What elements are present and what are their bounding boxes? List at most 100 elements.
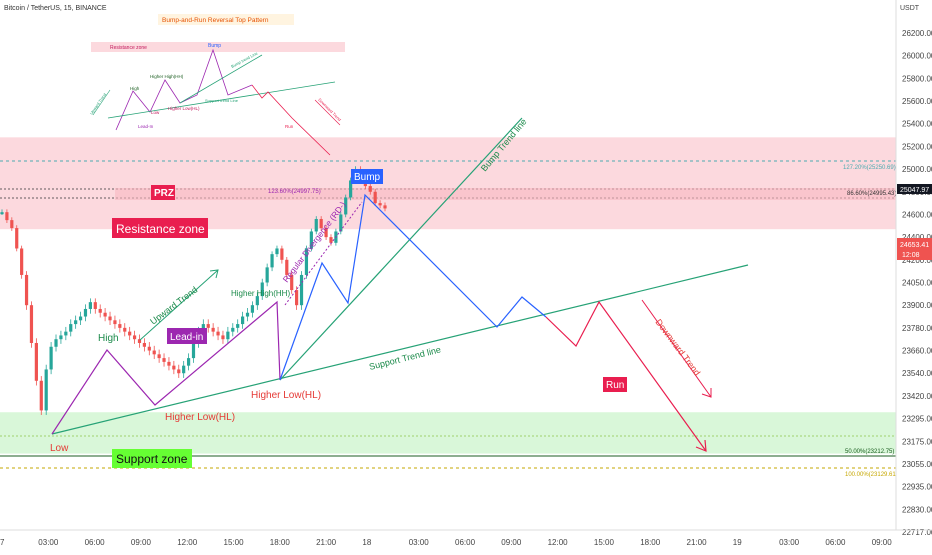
x-tick-label: 06:00 [85,538,106,547]
upward-trend-arrow [139,269,219,341]
x-tick-label: 03:00 [409,538,430,547]
y-tick-label: 25600.00 [902,97,932,106]
fib-label-127: 127.20%(25250.69) [843,165,896,171]
y-tick-label: 23900.00 [902,301,932,310]
candle-body [88,302,92,309]
x-tick-label: 18:00 [640,538,661,547]
candle-body [231,327,235,332]
candle-body [44,369,48,411]
candle-body [191,342,196,359]
y-tick-label: 24200.00 [902,256,932,265]
y-tick-label: 23660.00 [902,347,932,356]
resistance-zone-band [0,137,896,230]
run-arrow-head [695,439,707,452]
y-tick-label: 23295.00 [902,415,932,424]
candle-body [211,327,215,332]
candle-body [339,214,343,232]
candle-body [0,212,4,215]
x-tick-label: 7 [0,538,5,547]
inset-resistance-label: Resistance zone [110,45,147,51]
x-tick-label: 19 [733,538,742,547]
candle-body [265,267,269,283]
currency-label: USDT [900,5,920,12]
candle-body [113,320,117,325]
prz-label-box [151,185,175,200]
y-ticks: 26200.00 26000.00 25800.00 25600.00 25400.00… [902,29,932,537]
candle-body [324,228,328,238]
current-price-text: 25047.97 [900,187,929,194]
lead-in-label-box [167,328,207,344]
inset-title-box [158,14,294,25]
candle-body [83,308,88,317]
candle-body [59,335,63,340]
run-wave [545,300,707,452]
candle-body [177,369,181,374]
candle-body [304,248,309,275]
candle-body [186,358,191,366]
x-tick-label: 03:00 [779,538,800,547]
candle-body [309,231,313,249]
bump-trend-line [279,117,523,381]
bump-wave [279,193,547,381]
candle-body [128,331,132,336]
prz-band [115,188,896,200]
support-trend-line [51,264,749,435]
resistance-label: Resistance zone [116,222,205,236]
y-tick-label: 26200.00 [902,29,932,38]
support-zone-band [0,412,896,454]
candle-body [329,237,333,243]
candle-body [250,305,255,313]
x-tick-label: 18:00 [270,538,291,547]
candle-body [270,254,274,268]
candle-body [69,324,73,332]
y-tick-label: 23420.00 [902,392,932,401]
inset-upward-label: Upward Trend [89,92,108,115]
candle-body [147,346,151,351]
y-tick-label: 24600.00 [902,210,932,219]
candle-body [5,212,9,221]
x-tick-label: 21:00 [687,538,708,547]
candle-body [216,331,220,336]
candle-body [132,335,137,340]
prz-label: PRZ [154,188,174,199]
y-tick-label: 23780.00 [902,324,932,333]
candle-body [349,180,353,198]
candle-body [108,316,112,321]
y-tick-label: 25000.00 [902,165,932,174]
candle-body [78,316,83,321]
candle-body [314,218,318,232]
bump-label: Bump [354,172,381,183]
candle-body [20,248,24,275]
inset-resistance-band [91,42,345,52]
candle-body [368,186,372,192]
inset-bump-line [179,54,263,104]
candle-body [39,380,43,411]
inset-low-label: Low [151,110,160,115]
fib-label-50: 50.00%(23212.75) [845,449,894,455]
candle-body [118,324,122,328]
x-tick-label: 12:00 [548,538,569,547]
candle-body [123,327,127,332]
symbol-line: Bitcoin / TetherUS, 15, BINANCE [4,5,107,12]
support-label: Support zone [116,452,188,466]
y-tick-label: 25800.00 [902,74,932,83]
current-price-tag [897,184,932,194]
inset-bump-label: Bump [208,43,221,49]
y-tick-label: 22830.00 [902,505,932,514]
candle-body [98,308,102,313]
inset-downward-label: Downward Trend [317,97,342,122]
low-label: Low [50,443,69,454]
inset-downward-arrow [314,99,341,126]
resistance-label-box [112,218,208,238]
candle-body [142,342,146,347]
candle-body [157,354,161,359]
last-price-text: 24653.41 [900,242,929,249]
high-label: High [98,333,119,344]
x-tick-label: 09:00 [501,538,522,547]
bump-label-box [351,169,383,184]
candle-body [152,350,156,355]
last-price-tag [897,238,932,260]
inset-run-label: Run [285,124,294,129]
